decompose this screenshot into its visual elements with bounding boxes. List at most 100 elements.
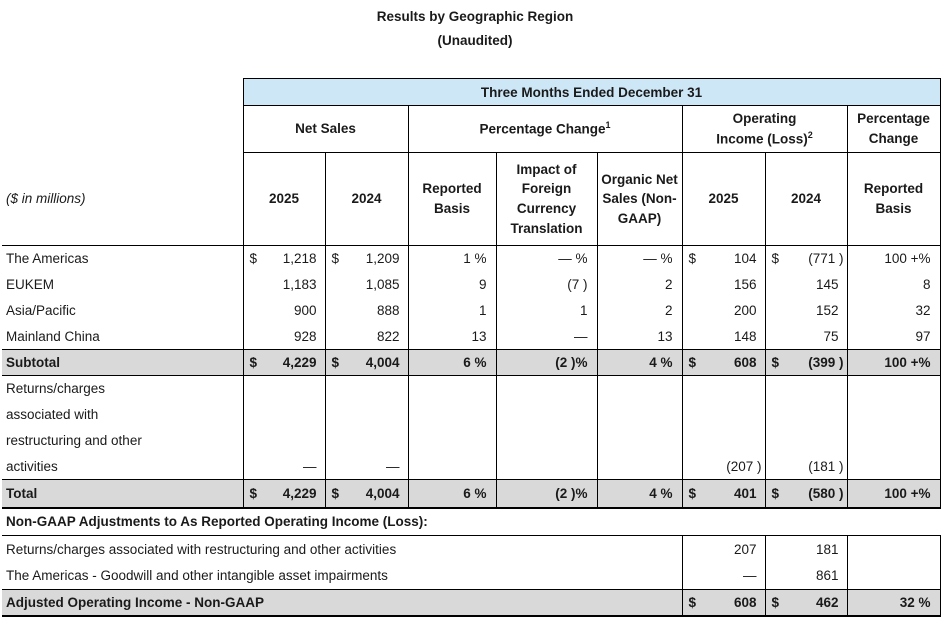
- cell-oi-2024: 861: [764, 562, 848, 590]
- table-row-nongaap-section: Non-GAAP Adjustments to As Reported Oper…: [2, 507, 941, 536]
- group-header-percentage-change: Percentage Change1: [407, 105, 683, 153]
- cell-oi-2025: $401: [681, 479, 766, 509]
- cell-empty: [681, 427, 766, 454]
- table-row-adjusted-operating-income: Adjusted Operating Income - Non-GAAP $60…: [2, 589, 941, 617]
- cell-pct: 100 +%: [846, 479, 941, 509]
- group-label-line2: Income (Loss)2: [716, 129, 813, 147]
- cell-empty: [596, 453, 683, 480]
- cell-oi-2024: $462: [764, 589, 848, 617]
- cell-ns-2024: 888: [324, 297, 409, 324]
- table-row-adjustment-returns: Returns/charges associated with restruct…: [2, 535, 941, 563]
- cell-empty: [846, 427, 941, 454]
- cell-reported: 9: [407, 271, 497, 298]
- cell-empty: [681, 375, 766, 402]
- cell-ns-2024: 822: [324, 323, 409, 350]
- section-header: Non-GAAP Adjustments to As Reported Oper…: [2, 507, 941, 536]
- table-row-column-headers: ($ in millions) 2025 2024 Reported Basis…: [2, 152, 941, 246]
- col-header-oi-2024: 2024: [764, 152, 848, 246]
- cell-empty: [495, 427, 598, 454]
- table-row-returns-line1: Returns/charges: [2, 375, 941, 402]
- cell-organic: — %: [596, 245, 683, 272]
- cell-oi-2024: (181 ): [764, 453, 848, 480]
- page-title: Results by Geographic Region: [376, 9, 574, 24]
- cell-organic: 2: [596, 297, 683, 324]
- cell-empty: [407, 401, 497, 428]
- cell-empty: [324, 375, 409, 402]
- col-header-ns-2025: 2025: [242, 152, 326, 246]
- cell-ns-2025: 1,183: [242, 271, 326, 298]
- cell-empty: [324, 401, 409, 428]
- table-row-returns-line4: activities — — (207 ) (181 ): [2, 453, 941, 480]
- cell-ns-2025: $1,218: [242, 245, 326, 272]
- cell-ns-2025: 900: [242, 297, 326, 324]
- cell-oi-2025: (207 ): [681, 453, 766, 480]
- group-label: Percentage Change: [479, 121, 606, 137]
- cell-fx: (7 ): [495, 271, 598, 298]
- col-header-organic: Organic Net Sales (Non-GAAP): [596, 152, 683, 246]
- row-label: activities: [6, 458, 58, 474]
- cell-ns-2025: $4,229: [242, 349, 326, 376]
- cell-oi-2025: $608: [681, 589, 766, 617]
- table-row-mainland-china: Mainland China 928 822 13 — 13 148 75 97: [2, 323, 941, 350]
- table-row-band: Three Months Ended December 31: [2, 78, 941, 106]
- row-label: The Americas - Goodwill and other intang…: [6, 568, 388, 584]
- geographic-results-table: Three Months Ended December 31 Net Sales…: [2, 78, 941, 617]
- table-row-groups: Net Sales Percentage Change1 Operating I…: [2, 105, 941, 153]
- cell-fx: 1: [495, 297, 598, 324]
- row-label: Total: [2, 479, 243, 509]
- cell-fx: (2 )%: [495, 349, 598, 376]
- cell-empty: [846, 562, 941, 590]
- cell-reported: 1 %: [407, 245, 497, 272]
- row-label: associated with: [6, 407, 99, 422]
- table-row-americas: The Americas $1,218 $1,209 1 % — % — % $…: [2, 245, 941, 272]
- table-row-adjustment-goodwill: The Americas - Goodwill and other intang…: [2, 562, 941, 590]
- cell-empty: [242, 375, 326, 402]
- cell-ns-2024: —: [324, 453, 409, 480]
- cell-reported: 13: [407, 323, 497, 350]
- cell-fx: —: [495, 323, 598, 350]
- cell-ns-2024: 1,085: [324, 271, 409, 298]
- table-row-eukem: EUKEM 1,183 1,085 9 (7 ) 2 156 145 8: [2, 271, 941, 298]
- cell-organic: 4 %: [596, 349, 683, 376]
- cell-empty: [596, 401, 683, 428]
- footnote-marker: 1: [605, 119, 611, 130]
- page-subtitle: (Unaudited): [437, 33, 513, 48]
- cell-empty: [242, 427, 326, 454]
- cell-reported: 6 %: [407, 349, 497, 376]
- cell-empty: [495, 375, 598, 402]
- group-header-operating-income: Operating Income (Loss)2: [681, 105, 848, 153]
- table-row-total: Total $4,229 $4,004 6 % (2 )% 4 % $401 $…: [2, 479, 941, 509]
- cell-oi-2024: 75: [764, 323, 848, 350]
- cell-empty: [407, 427, 497, 454]
- cell-pct: 32: [846, 297, 941, 324]
- cell-oi-2025: $104: [681, 245, 766, 272]
- col-header-oi-2025: 2025: [681, 152, 766, 246]
- cell-pct: 32 %: [846, 589, 941, 617]
- cell-empty: [324, 427, 409, 454]
- cell-organic: 4 %: [596, 479, 683, 509]
- cell-empty: [495, 401, 598, 428]
- table-row-asia-pacific: Asia/Pacific 900 888 1 1 2 200 152 32: [2, 297, 941, 324]
- cell-oi-2025: 156: [681, 271, 766, 298]
- table-row-returns-line3: restructuring and other: [2, 427, 941, 454]
- cell-empty: [764, 401, 848, 428]
- row-label: restructuring and other: [6, 433, 142, 448]
- row-label: Adjusted Operating Income - Non-GAAP: [2, 589, 682, 617]
- row-label: Mainland China: [6, 328, 100, 344]
- cell-empty: [407, 453, 497, 480]
- cell-ns-2025: —: [242, 453, 326, 480]
- cell-ns-2025: $4,229: [242, 479, 326, 509]
- table-row-subtotal: Subtotal $4,229 $4,004 6 % (2 )% 4 % $60…: [2, 349, 941, 376]
- cell-oi-2024: $ (399 ): [764, 349, 848, 376]
- cell-ns-2025: 928: [242, 323, 326, 350]
- cell-empty: [846, 453, 941, 480]
- cell-pct: 97: [846, 323, 941, 350]
- cell-empty: [407, 375, 497, 402]
- cell-oi-2025: 200: [681, 297, 766, 324]
- cell-ns-2024: $4,004: [324, 479, 409, 509]
- cell-empty: [596, 427, 683, 454]
- page-title-block: Results by Geographic Region (Unaudited): [0, 5, 950, 53]
- row-label: Subtotal: [2, 349, 243, 376]
- cell-oi-2024: 145: [764, 271, 848, 298]
- group-label-line1: Operating: [732, 111, 797, 127]
